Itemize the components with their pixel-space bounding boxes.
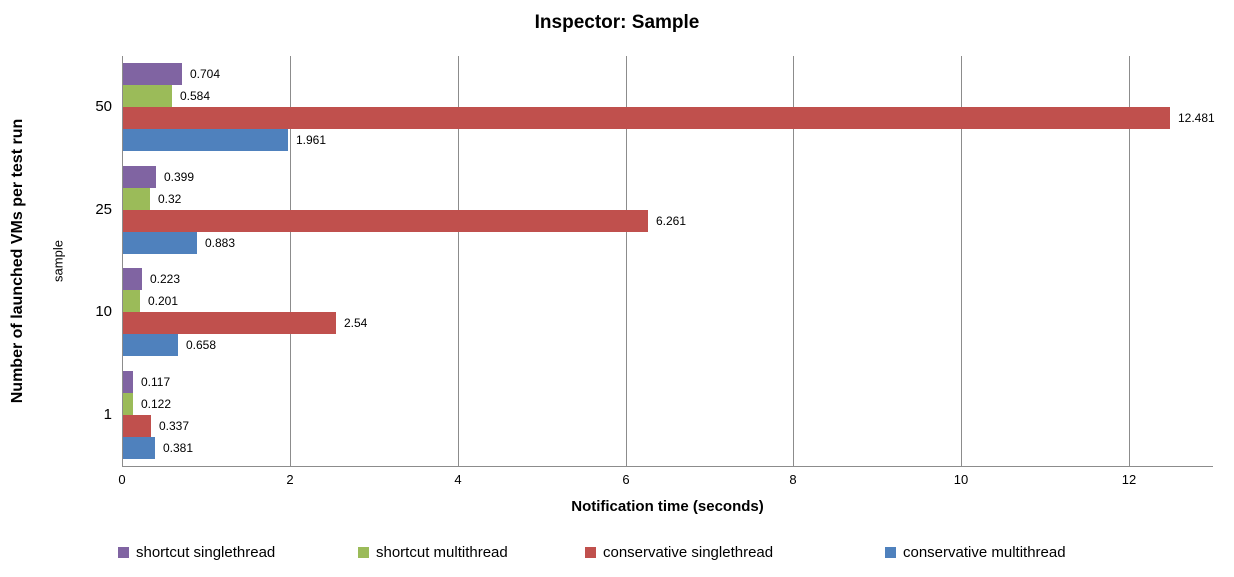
bar-conservative-multithread <box>123 334 178 356</box>
bar-value-label: 0.117 <box>141 375 171 389</box>
bar-shortcut-singlethread <box>123 268 142 290</box>
legend-label: shortcut singlethread <box>136 543 276 561</box>
y-category-label: 25 <box>95 201 112 218</box>
x-tick-label: 8 <box>789 472 797 487</box>
gridline <box>793 56 794 466</box>
bar-shortcut-singlethread <box>123 63 182 85</box>
bar-value-label: 0.584 <box>180 89 211 103</box>
y-axis-subtitle: sample <box>50 240 66 282</box>
legend-swatch <box>358 546 369 558</box>
y-axis-title: Number of launched VMs per test run <box>9 118 26 404</box>
plot-area: 0.704 0.584 12.481 1.961 0.399 0.32 6.261 0.883… <box>122 56 1215 467</box>
bar-value-label: 6.261 <box>656 214 687 228</box>
bar-shortcut-singlethread <box>123 166 156 188</box>
legend-swatch <box>885 546 896 558</box>
bar-value-label: 0.32 <box>158 192 182 206</box>
gridline <box>961 56 962 466</box>
gridline <box>458 56 459 466</box>
bar-shortcut-multithread <box>123 393 133 415</box>
gridline <box>626 56 627 466</box>
bar-value-label: 0.337 <box>159 419 190 433</box>
bar-conservative-singlethread <box>123 312 336 334</box>
bar-conservative-singlethread <box>123 107 1170 129</box>
bar-conservative-multithread <box>123 129 288 151</box>
bar-value-label: 0.704 <box>190 67 221 81</box>
bar-value-label: 1.961 <box>296 133 327 147</box>
bar-shortcut-singlethread <box>123 371 133 393</box>
bar-value-label: 0.201 <box>148 294 179 308</box>
legend-swatch <box>585 546 596 558</box>
x-tick-label: 10 <box>953 472 969 487</box>
bar-value-label: 0.381 <box>163 441 194 455</box>
bar-value-label: 0.399 <box>164 170 195 184</box>
bar-conservative-singlethread <box>123 415 151 437</box>
bar-shortcut-multithread <box>123 85 172 107</box>
bar-conservative-multithread <box>123 437 155 459</box>
legend-item-conservative-multithread: conservative multithread <box>885 542 1066 562</box>
bar-value-label: 2.54 <box>344 316 368 330</box>
legend-item-shortcut-multithread: shortcut multithread <box>358 542 508 562</box>
x-tick-label: 2 <box>286 472 294 487</box>
bar-shortcut-multithread <box>123 188 150 210</box>
legend-label: shortcut multithread <box>376 543 508 561</box>
x-tick-label: 6 <box>622 472 630 487</box>
legend-label: conservative multithread <box>903 543 1066 561</box>
x-tick-label: 4 <box>454 472 462 487</box>
bar-conservative-singlethread <box>123 210 648 232</box>
legend-item-conservative-singlethread: conservative singlethread <box>585 542 773 562</box>
gridline <box>290 56 291 466</box>
legend-label: conservative singlethread <box>603 543 774 561</box>
legend-swatch <box>118 546 129 558</box>
y-axis-line <box>122 56 123 466</box>
legend-item-shortcut-singlethread: shortcut singlethread <box>118 542 275 562</box>
gridline <box>1129 56 1130 466</box>
y-category-label: 10 <box>95 303 112 320</box>
bar-shortcut-multithread <box>123 290 140 312</box>
y-category-label: 50 <box>95 98 112 115</box>
x-tick-label: 0 <box>118 472 126 487</box>
y-category-label: 1 <box>103 406 112 423</box>
chart-title: Inspector: Sample <box>534 12 700 33</box>
bar-value-label: 0.658 <box>186 338 217 352</box>
x-tick-label: 12 <box>1121 472 1137 487</box>
bar-conservative-multithread <box>123 232 197 254</box>
x-axis-title: Notification time (seconds) <box>571 498 764 515</box>
bar-value-label: 0.883 <box>205 236 236 250</box>
bar-value-label: 12.481 <box>1178 111 1215 125</box>
bar-value-label: 0.223 <box>150 272 181 286</box>
bar-value-label: 0.122 <box>141 397 172 411</box>
